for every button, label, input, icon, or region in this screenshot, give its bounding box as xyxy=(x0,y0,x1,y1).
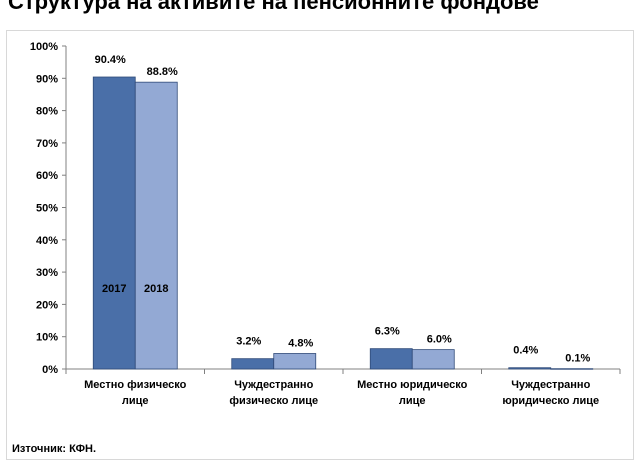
data-label: 6.3% xyxy=(375,326,400,338)
data-label: 6.0% xyxy=(427,334,452,346)
y-tick-label: 40% xyxy=(36,235,58,247)
y-tick-label: 0% xyxy=(42,364,58,376)
y-tick-label: 70% xyxy=(36,138,58,150)
chart-title: Структура на активите на пенсионните фон… xyxy=(8,0,539,14)
chart-title-strip: Структура на активите на пенсионните фон… xyxy=(0,0,640,28)
y-tick-label: 100% xyxy=(30,41,58,53)
x-category-label: лице xyxy=(122,395,149,407)
data-label: 3.2% xyxy=(236,336,261,348)
bar-2018-1 xyxy=(273,353,317,370)
y-tick-label: 80% xyxy=(36,106,58,118)
chart-frame xyxy=(6,30,634,460)
bar-2018-0 xyxy=(134,81,178,370)
source-note: Източник: КФН. xyxy=(12,443,97,455)
bar-2017-1 xyxy=(231,358,275,370)
x-category-label: физическо лице xyxy=(229,395,318,407)
y-tick-label: 10% xyxy=(36,332,58,344)
data-label: 0.4% xyxy=(513,345,538,357)
bar-2017-0 xyxy=(92,76,136,370)
data-label: 88.8% xyxy=(147,66,178,78)
data-label: 0.1% xyxy=(565,353,590,365)
data-label: 90.4% xyxy=(95,54,126,66)
bar-2017-2 xyxy=(369,348,413,370)
data-label: 4.8% xyxy=(288,337,313,349)
x-category-label: лице xyxy=(399,395,426,407)
series-name-label: 2018 xyxy=(144,283,168,295)
series-name-label: 2017 xyxy=(102,283,126,295)
y-tick-label: 60% xyxy=(36,170,58,182)
y-tick-label: 50% xyxy=(36,203,58,215)
x-category-label: Местно физическо xyxy=(84,379,187,391)
y-tick-label: 30% xyxy=(36,267,58,279)
bar-2017-3 xyxy=(508,367,552,370)
bar-2018-2 xyxy=(411,349,455,370)
bar-2018-3 xyxy=(550,368,594,370)
y-tick-label: 90% xyxy=(36,73,58,85)
y-tick-label: 20% xyxy=(36,299,58,311)
x-category-label: Чуждестранно xyxy=(234,379,313,391)
x-category-label: Чуждестранно xyxy=(511,379,590,391)
x-category-label: юридическо лице xyxy=(502,395,599,407)
x-category-label: Местно юридическо xyxy=(357,379,468,391)
